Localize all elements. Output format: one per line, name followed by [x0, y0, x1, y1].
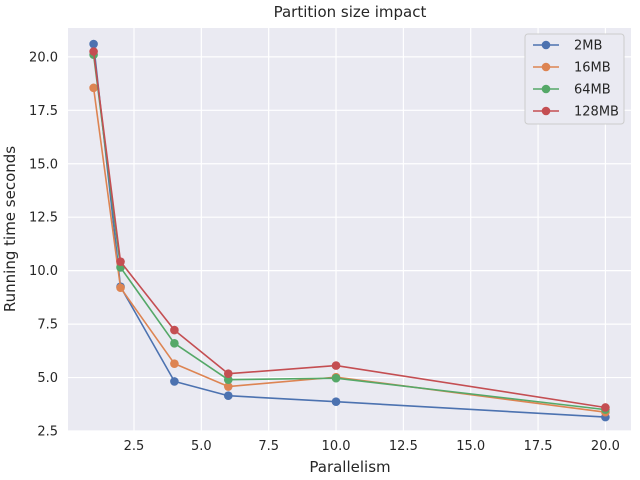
y-tick-label: 17.5 — [29, 104, 58, 119]
x-tick-label: 5.0 — [191, 439, 212, 454]
legend-marker — [541, 62, 551, 72]
y-tick-label: 5.0 — [37, 371, 58, 386]
data-point — [116, 257, 125, 266]
data-point — [170, 325, 179, 335]
legend-label: 64MB — [574, 83, 611, 98]
legend-item: 128MB — [533, 105, 619, 120]
y-tick-label: 2.5 — [37, 425, 58, 440]
legend-marker — [541, 40, 551, 50]
data-point — [223, 375, 233, 384]
legend-label: 128MB — [574, 105, 619, 120]
y-tick-label: 20.0 — [29, 50, 58, 65]
series-line — [92, 43, 606, 418]
data-point — [170, 339, 179, 348]
data-point — [116, 283, 125, 293]
legend-frame — [524, 33, 625, 125]
data-point — [170, 359, 179, 368]
chart-title: Partition size impact — [274, 3, 427, 21]
y-tick-label: 10.0 — [29, 264, 58, 279]
x-tick-label: 12.5 — [389, 439, 418, 454]
legend-item: 2MB — [533, 39, 602, 54]
data-point — [223, 382, 233, 391]
series-layer — [89, 39, 610, 422]
data-point — [170, 377, 179, 386]
y-tick-label: 7.5 — [37, 318, 58, 333]
x-tick-label: 17.5 — [524, 439, 553, 454]
x-tick-label: 7.5 — [258, 439, 279, 454]
y-tick-label: 15.0 — [29, 157, 58, 172]
x-tick-label: 15.0 — [456, 439, 485, 454]
y-axis-label: Running time seconds — [1, 146, 19, 312]
data-point — [601, 403, 610, 412]
x-tick-labels: 2.5 5.0 7.5 10.0 12.5 15.0 17.5 20.0 — [124, 439, 620, 454]
x-tick-label: 20.0 — [591, 439, 620, 454]
legend: 2MB 16MB 64MB 128MB — [524, 33, 625, 125]
legend-label: 2MB — [574, 39, 602, 54]
data-point — [89, 47, 98, 56]
data-point — [331, 373, 341, 383]
data-point — [89, 39, 98, 49]
x-axis-label: Parallelism — [309, 458, 390, 476]
series-line — [92, 51, 606, 409]
data-point — [223, 369, 233, 379]
y-tick-labels: 2.5 5.0 7.5 10.0 12.5 15.0 17.5 20.0 — [29, 50, 58, 439]
series-128mb — [89, 47, 610, 412]
data-point — [89, 83, 98, 93]
legend-marker — [541, 106, 551, 116]
data-point — [331, 361, 341, 370]
data-point — [223, 391, 233, 401]
legend-label: 16MB — [574, 61, 611, 76]
x-tick-label: 2.5 — [124, 439, 145, 454]
data-point — [331, 397, 341, 407]
legend-item: 64MB — [533, 83, 611, 98]
legend-item: 16MB — [533, 61, 611, 76]
x-tick-label: 10.0 — [322, 439, 351, 454]
y-tick-label: 12.5 — [29, 211, 58, 226]
legend-marker — [541, 84, 551, 94]
